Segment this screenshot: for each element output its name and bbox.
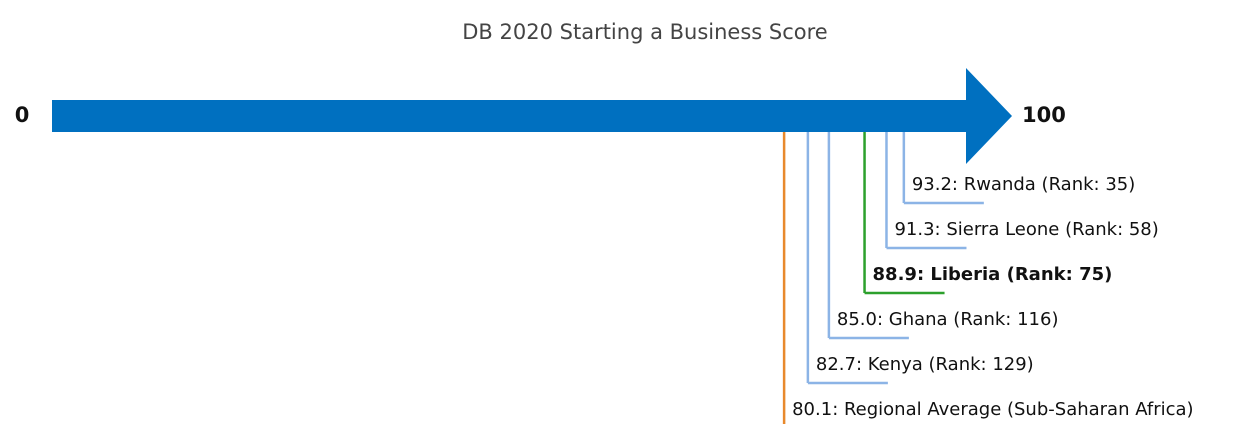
value-label: 93.2: Rwanda (Rank: 35) <box>912 174 1135 195</box>
value-label: 88.9: Liberia (Rank: 75) <box>873 264 1113 285</box>
value-label: 82.7: Kenya (Rank: 129) <box>816 354 1034 375</box>
axis-arrow <box>52 68 1012 164</box>
value-label: 80.1: Regional Average (Sub-Saharan Afri… <box>792 399 1193 420</box>
x-tick-label: 100 <box>1022 103 1066 127</box>
value-label: 85.0: Ghana (Rank: 116) <box>837 309 1059 330</box>
value-label: 91.3: Sierra Leone (Rank: 58) <box>894 219 1158 240</box>
chart-title: DB 2020 Starting a Business Score <box>462 20 827 44</box>
x-tick-label: 0 <box>15 103 30 127</box>
